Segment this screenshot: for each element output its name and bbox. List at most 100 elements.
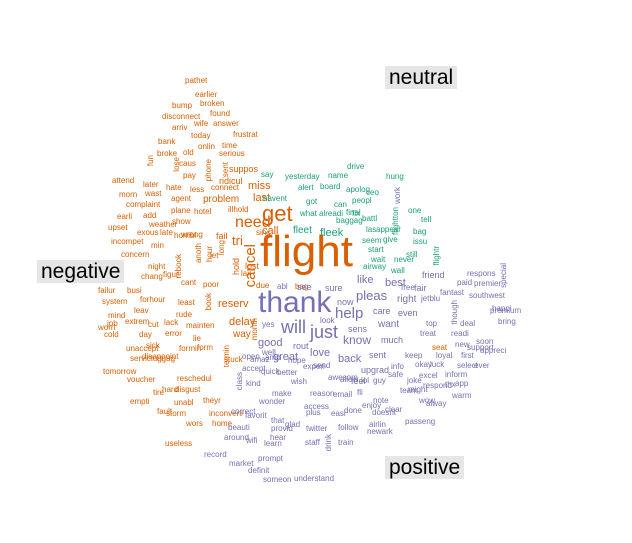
word: amaz [250, 355, 270, 364]
word: las [366, 225, 377, 234]
word: board [320, 182, 341, 191]
word: well [262, 348, 276, 357]
word: seem [362, 236, 382, 245]
word: passeng [405, 417, 436, 426]
word: still [406, 250, 418, 259]
word: old [183, 148, 194, 157]
word: found [210, 109, 231, 118]
word: disconnect [162, 112, 201, 121]
word: extrem [125, 317, 150, 326]
word: sent [221, 162, 230, 178]
word: respons [467, 269, 496, 278]
word: get [262, 201, 293, 226]
word: fleek [320, 227, 344, 239]
word: can [334, 200, 347, 209]
word: great [273, 351, 299, 363]
word: fantast [440, 288, 465, 297]
word: pay [183, 171, 196, 180]
word: night [148, 262, 166, 271]
word: havent [263, 194, 288, 203]
word: name [328, 171, 349, 180]
word: final [346, 208, 361, 217]
word: bag [413, 227, 427, 236]
label-neutral: neutral [385, 66, 458, 89]
word: warm [452, 391, 472, 400]
word: thx [445, 380, 456, 389]
word: unaccept [126, 344, 159, 353]
word: select [457, 361, 478, 370]
word: cut [148, 320, 159, 329]
word: special [499, 263, 508, 288]
word: wife [194, 119, 209, 128]
word: hate [166, 183, 182, 192]
word: seat [432, 343, 448, 352]
word: inconveni [209, 409, 243, 418]
word: kind [246, 379, 261, 388]
word: beauti [228, 423, 250, 432]
word: disappoint [142, 352, 179, 361]
word: rout [293, 341, 309, 351]
word: safe [388, 370, 404, 379]
word: tell [421, 215, 432, 224]
word: help [335, 305, 364, 322]
word: earlier [195, 90, 218, 99]
word: forhour [140, 295, 166, 304]
word: luck [430, 360, 445, 369]
word: form [197, 343, 213, 352]
word: understand [294, 474, 335, 483]
word: home [212, 419, 233, 428]
word: tire [153, 388, 165, 397]
word: fix [352, 209, 360, 218]
word: top [426, 319, 438, 328]
word: flightton [391, 207, 400, 236]
word: busi [127, 286, 142, 295]
label-positive: positive [385, 456, 465, 479]
word: will [281, 317, 306, 337]
word: deal [460, 319, 476, 328]
word: system [102, 297, 128, 306]
word: sure [325, 283, 343, 293]
word: month [250, 318, 259, 341]
word: reserv [218, 298, 249, 310]
word: onlin [198, 142, 215, 151]
word: weather [149, 220, 178, 229]
word: connect [211, 183, 240, 192]
word: chang [141, 272, 163, 281]
word: right [397, 294, 417, 305]
word: ever [474, 361, 490, 370]
word: unabl [174, 398, 194, 407]
word: treat [420, 329, 437, 338]
word: cant [181, 278, 197, 287]
word: want [378, 319, 400, 330]
word: error [165, 329, 182, 338]
word: awesom [328, 373, 358, 382]
word: day [139, 330, 152, 339]
word: thank [258, 286, 332, 319]
word: learn [264, 439, 282, 448]
word: sick [146, 341, 160, 350]
word: that [271, 416, 285, 425]
word: friend [422, 270, 445, 280]
word: alway [426, 399, 447, 408]
word: guy [373, 376, 386, 385]
word: let [210, 251, 219, 260]
word: start [368, 245, 384, 254]
word: sent [369, 350, 387, 360]
word: pleas [356, 288, 388, 303]
word: reason [310, 389, 335, 398]
word: cold [104, 330, 119, 339]
word: look [320, 316, 335, 325]
word: rude [176, 310, 193, 319]
word: incompet [111, 237, 144, 246]
word: broken [200, 99, 225, 108]
word: much [381, 335, 404, 345]
word: just [310, 322, 339, 342]
word: failur [98, 286, 116, 295]
word: jetblu [421, 294, 441, 303]
word: sens [348, 324, 368, 334]
word: formin [179, 344, 202, 353]
word: empti [130, 397, 150, 406]
word: storm [166, 409, 186, 418]
word: tri [232, 233, 243, 248]
